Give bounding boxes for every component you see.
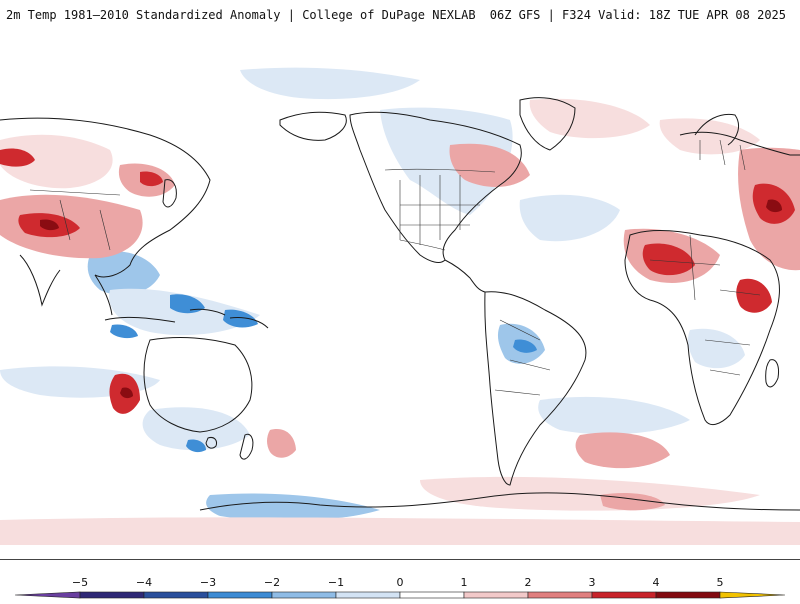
coast-scandinavia	[694, 113, 739, 146]
warm-extreme-andes	[120, 387, 133, 399]
anomaly-map	[0, 40, 800, 560]
colorbar-tick-label: −2	[263, 576, 281, 589]
colorbar-segment	[527, 591, 593, 599]
colorbar-segment	[591, 591, 657, 599]
warm-patch-southern-ocean	[420, 476, 760, 511]
colorbar-end-low	[14, 591, 81, 599]
colorbar-tick-label: 1	[460, 576, 468, 589]
coastlines	[0, 97, 800, 511]
cool-core-new-guinea	[223, 309, 258, 328]
warm-patch-east-africa	[736, 278, 772, 313]
colorbar-segment	[399, 591, 465, 599]
cool-patch-antarctic	[206, 493, 380, 521]
coast-africa	[624, 229, 780, 426]
coast-antarctica	[199, 492, 800, 511]
cool-core-south-america	[513, 339, 537, 353]
coast-europe	[679, 131, 800, 156]
coast-north-america	[349, 111, 522, 263]
colorbar-svg	[14, 591, 786, 599]
cool-patch-north-pacific	[240, 67, 420, 100]
warm-extreme-tibet	[40, 219, 59, 231]
map-header: 2m Temp 1981–2010 Standardized Anomaly |…	[0, 0, 800, 41]
coast-alaska	[279, 111, 347, 141]
border-us-mexico	[399, 239, 446, 251]
warm-patch-south-atlantic	[575, 432, 670, 469]
colorbar-end-high	[719, 591, 786, 599]
colorbar-segment	[655, 591, 721, 599]
model-run-info: 06Z GFS | F324 Valid: 18Z TUE APR 08 202…	[489, 8, 786, 22]
border-us-states	[399, 175, 480, 245]
coast-indonesia	[104, 308, 269, 329]
coast-southeast-asia	[94, 274, 113, 316]
colorbar-tick-label: −4	[135, 576, 153, 589]
warm-core-north-china	[140, 171, 163, 187]
warm-extreme-middle-east	[766, 199, 782, 213]
colorbar-segment	[271, 591, 337, 599]
border-south-america	[494, 319, 551, 396]
coast-japan	[162, 179, 177, 208]
colorbar-tick-label: −1	[327, 576, 345, 589]
warm-core-west-africa	[642, 243, 695, 276]
colorbar-segment	[463, 591, 529, 599]
coast-asia-east	[0, 117, 211, 278]
coast-australia	[143, 337, 253, 433]
colorbar-tick-label: 0	[396, 576, 404, 589]
colorbar-tick-label: 3	[588, 576, 596, 589]
warm-core-central-asia	[0, 148, 35, 167]
colorbar-segment	[143, 591, 209, 599]
cool-core-south-pacific	[186, 439, 206, 453]
colorbar-legend	[0, 560, 800, 600]
colorbar-tick-label: 4	[652, 576, 660, 589]
coast-greenland	[519, 97, 576, 151]
warm-patch-europe	[659, 118, 760, 155]
colorbar-segment	[335, 591, 401, 599]
cool-core-borneo	[110, 324, 138, 339]
coast-tasmania	[205, 437, 217, 449]
colorbar-segment	[207, 591, 273, 599]
border-us-canada	[384, 168, 496, 173]
colorbar-segment	[79, 591, 145, 599]
coast-new-zealand	[239, 433, 254, 460]
border-asia	[29, 189, 121, 251]
cool-patch-southeast-asia	[87, 251, 160, 295]
border-europe	[699, 139, 746, 171]
warm-anomaly-shading	[0, 98, 800, 545]
warm-patch-east-pacific	[267, 429, 296, 458]
warm-band-antarctica	[0, 517, 800, 545]
cool-patch-south-pacific	[142, 407, 250, 451]
warm-patch-north-atlantic	[529, 98, 650, 139]
anomaly-map-svg	[0, 67, 800, 545]
warm-patch-canada-east	[449, 143, 530, 187]
coast-central-america	[444, 259, 486, 293]
map-title: 2m Temp 1981–2010 Standardized Anomaly |…	[6, 8, 476, 22]
cool-patch-south-atlantic	[538, 396, 690, 435]
colorbar-tick-label: −3	[199, 576, 217, 589]
coast-madagascar	[765, 359, 779, 388]
cool-patch-north-america	[380, 107, 513, 215]
warm-patch-siberia	[0, 134, 113, 189]
colorbar-segments	[14, 591, 786, 599]
colorbar-tick-label: 5	[716, 576, 724, 589]
country-borders	[29, 139, 761, 396]
colorbar-tick-label: −5	[71, 576, 89, 589]
cool-patch-africa-south	[687, 328, 745, 369]
colorbar-tick-label: 2	[524, 576, 532, 589]
coast-south-america	[484, 291, 587, 486]
cool-patch-west-atlantic	[519, 194, 620, 242]
border-africa	[649, 234, 761, 376]
cool-core-indonesia	[170, 294, 205, 314]
coast-india	[19, 254, 61, 307]
